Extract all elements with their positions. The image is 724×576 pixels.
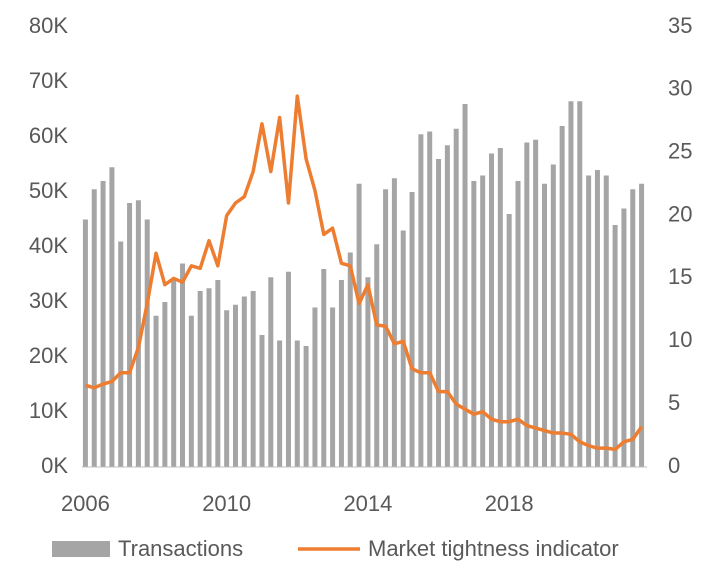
bar bbox=[374, 244, 380, 467]
bar bbox=[568, 101, 574, 467]
bar bbox=[135, 200, 141, 467]
y-tick-label: 10K bbox=[29, 398, 68, 423]
y-tick-label: 80K bbox=[29, 13, 68, 38]
bar bbox=[603, 175, 609, 467]
bar bbox=[312, 307, 318, 467]
x-tick-label: 2006 bbox=[61, 491, 110, 516]
bar bbox=[391, 178, 397, 467]
bar bbox=[303, 346, 309, 467]
bar bbox=[489, 153, 495, 467]
bar bbox=[250, 291, 256, 467]
bar bbox=[400, 230, 406, 467]
bar bbox=[321, 269, 327, 467]
bar bbox=[515, 181, 521, 467]
bar bbox=[277, 340, 283, 467]
bar bbox=[444, 145, 450, 467]
bar bbox=[180, 263, 186, 467]
bar bbox=[188, 315, 194, 467]
y2-tick-label: 0 bbox=[668, 453, 680, 478]
bar bbox=[118, 241, 124, 467]
y2-tick-label: 30 bbox=[668, 76, 692, 101]
bar bbox=[82, 219, 88, 467]
bar bbox=[127, 203, 133, 467]
legend-label: Transactions bbox=[118, 536, 243, 561]
bar bbox=[347, 252, 353, 467]
y-tick-label: 50K bbox=[29, 178, 68, 203]
y-tick-label: 60K bbox=[29, 123, 68, 148]
y2-tick-label: 10 bbox=[668, 327, 692, 352]
bar bbox=[630, 189, 636, 467]
bar bbox=[436, 159, 442, 467]
bar bbox=[232, 304, 238, 467]
bar bbox=[524, 142, 530, 467]
bar bbox=[541, 183, 547, 467]
y2-tick-label: 20 bbox=[668, 201, 692, 226]
bar bbox=[577, 101, 583, 467]
y2-tick-label: 15 bbox=[668, 264, 692, 289]
bar bbox=[497, 148, 503, 467]
y2-tick-label: 5 bbox=[668, 390, 680, 415]
bar bbox=[294, 340, 300, 467]
line bbox=[84, 94, 644, 452]
bar bbox=[427, 131, 433, 467]
bar bbox=[586, 175, 592, 467]
bar bbox=[162, 302, 168, 467]
bar bbox=[268, 277, 274, 467]
x-tick-label: 2014 bbox=[343, 491, 392, 516]
bar bbox=[506, 214, 512, 467]
bar bbox=[462, 104, 468, 467]
bar bbox=[453, 128, 459, 467]
bar bbox=[594, 170, 600, 467]
bar bbox=[109, 167, 115, 467]
bar bbox=[559, 126, 565, 467]
legend-label: Market tightness indicator bbox=[368, 536, 619, 561]
bar bbox=[639, 183, 645, 467]
legend-swatch bbox=[52, 541, 110, 557]
bar bbox=[171, 280, 177, 467]
bar bbox=[330, 307, 336, 467]
bar bbox=[91, 189, 97, 467]
y2-tick-label: 35 bbox=[668, 13, 692, 38]
y-tick-label: 70K bbox=[29, 68, 68, 93]
bar bbox=[418, 134, 424, 467]
bar bbox=[206, 288, 212, 467]
bar bbox=[621, 208, 627, 467]
bar bbox=[144, 219, 150, 467]
bar bbox=[100, 181, 106, 467]
x-tick-label: 2010 bbox=[202, 491, 251, 516]
bar bbox=[215, 280, 221, 467]
bar bbox=[338, 280, 344, 467]
y-tick-label: 20K bbox=[29, 343, 68, 368]
bar bbox=[259, 335, 265, 467]
bar bbox=[365, 277, 371, 467]
bar bbox=[285, 271, 291, 467]
bar bbox=[533, 139, 539, 467]
y2-tick-label: 25 bbox=[668, 139, 692, 164]
bar bbox=[471, 181, 477, 467]
bar bbox=[224, 310, 230, 467]
bar bbox=[197, 291, 203, 467]
y-tick-label: 0K bbox=[41, 453, 68, 478]
bar bbox=[550, 164, 556, 467]
bar bbox=[480, 175, 486, 467]
bar bbox=[241, 296, 247, 467]
y-tick-label: 30K bbox=[29, 288, 68, 313]
bar bbox=[409, 192, 415, 467]
x-tick-label: 2018 bbox=[485, 491, 534, 516]
y-tick-label: 40K bbox=[29, 233, 68, 258]
bar bbox=[153, 315, 159, 467]
bar bbox=[612, 225, 618, 467]
bar bbox=[356, 183, 362, 467]
